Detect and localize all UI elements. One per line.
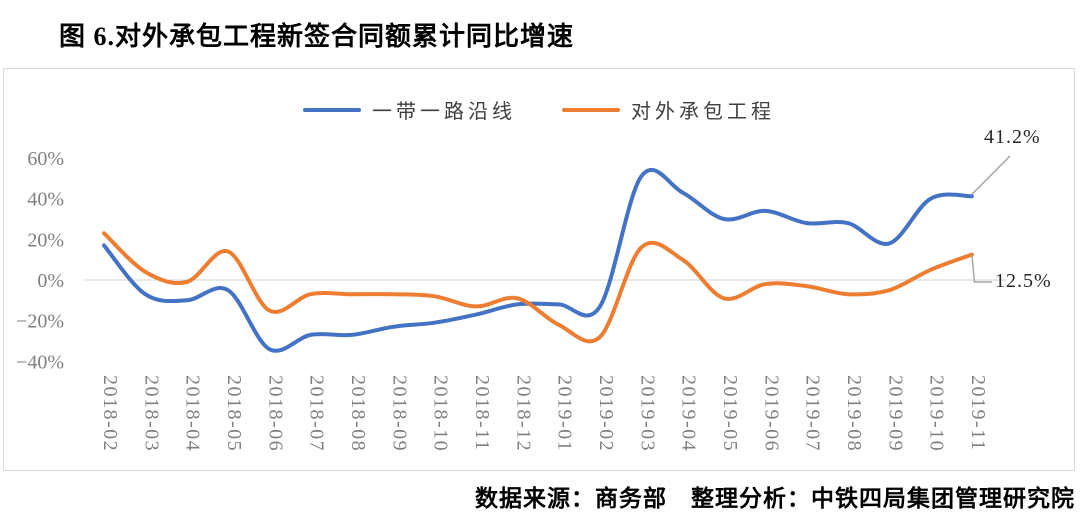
figure-title: 图 6.对外承包工程新签合同额累计同比增速 <box>59 22 575 51</box>
y-tick-label: 20% <box>27 229 64 251</box>
x-tick-label: 2018-05 <box>223 375 245 452</box>
x-tick-label: 2019-02 <box>595 375 617 452</box>
x-tick-label: 2018-09 <box>388 375 410 452</box>
y-tick-label: 0% <box>37 270 64 292</box>
y-tick-label: 60% <box>27 148 64 170</box>
x-tick-label: 2019-10 <box>926 375 948 452</box>
x-tick-label: 2019-11 <box>967 375 989 451</box>
x-tick-label: 2018-12 <box>512 375 534 452</box>
x-tick-label: 2019-09 <box>884 375 906 452</box>
annotation-blue-endpoint: 41.2% <box>984 126 1041 148</box>
x-tick-label: 2018-02 <box>99 375 121 452</box>
source-note: 数据来源：商务部 整理分析：中铁四局集团管理研究院 <box>475 486 1075 511</box>
leader-line-orange <box>971 254 992 283</box>
x-tick-label: 2019-06 <box>760 375 782 452</box>
x-tick-label: 2019-07 <box>802 375 824 452</box>
annotation-orange-endpoint: 12.5% <box>995 270 1052 292</box>
y-tick-label: −20% <box>16 311 64 333</box>
x-tick-label: 2018-06 <box>264 375 286 452</box>
line-series-0 <box>102 167 974 353</box>
line-series-1 <box>102 231 974 344</box>
x-tick-label: 2019-01 <box>554 375 576 452</box>
x-tick-label: 2019-03 <box>636 375 658 452</box>
x-tick-label: 2018-03 <box>140 375 162 452</box>
x-tick-label: 2019-04 <box>678 375 700 452</box>
x-tick-label: 2018-08 <box>347 375 369 452</box>
y-tick-label: 40% <box>27 189 64 211</box>
chart-canvas: 60% 40% 20% 0% −20% −40% 2018-02 2018-03 2018-04… <box>16 148 1011 452</box>
x-tick-label: 2018-11 <box>471 375 493 451</box>
x-tick-label: 2019-05 <box>719 375 741 452</box>
chart-panel: 60% 40% 20% 0% −20% −40% 2018-02 2018-03 2018-04… <box>3 68 1075 471</box>
y-tick-label: −40% <box>16 351 64 373</box>
x-tick-label: 2018-04 <box>182 375 204 452</box>
x-tick-label: 2018-07 <box>306 375 328 452</box>
x-tick-label: 2018-10 <box>430 375 452 452</box>
leader-line-blue <box>971 155 1011 195</box>
x-tick-label: 2019-08 <box>843 375 865 452</box>
